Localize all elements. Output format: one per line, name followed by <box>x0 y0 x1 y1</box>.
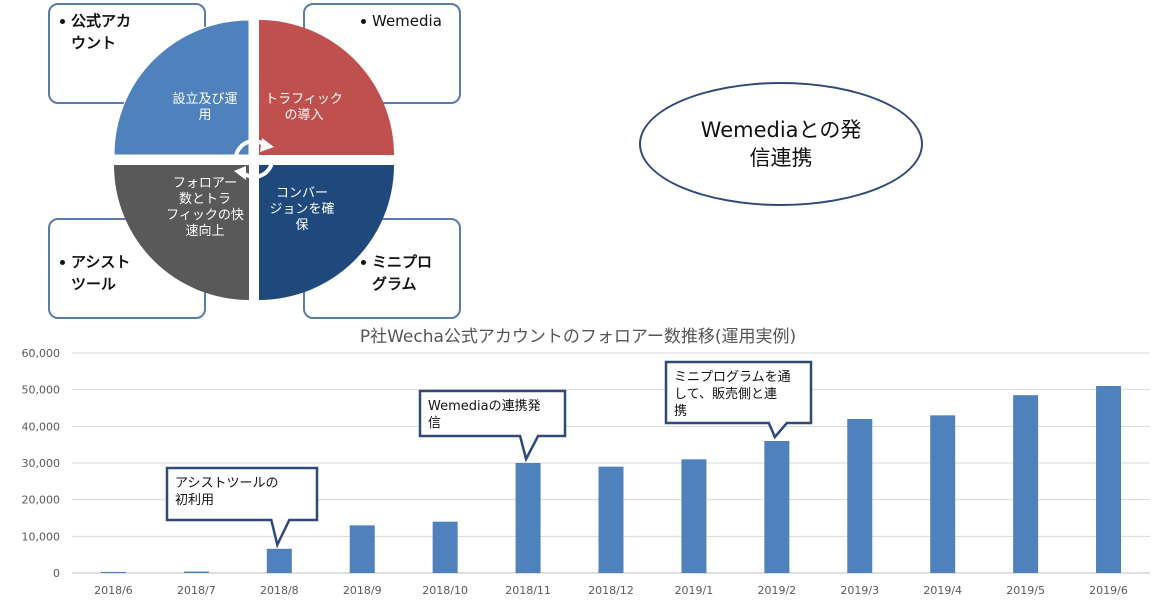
y-tick-label: 0 <box>53 567 60 580</box>
bullet-icon <box>361 19 366 24</box>
x-tick-label: 2018/10 <box>422 584 468 597</box>
x-tick-label: 2019/3 <box>840 584 879 597</box>
x-tick-label: 2019/5 <box>1006 584 1045 597</box>
quadrant-traffic <box>259 20 394 155</box>
y-tick-label: 10,000 <box>22 530 61 543</box>
ellipse-text: Wemediaとの発 信連携 <box>700 118 862 170</box>
quadrant-followers <box>114 165 249 300</box>
x-tick-label: 2018/6 <box>94 584 133 597</box>
annotation-callout <box>165 466 319 549</box>
bar <box>764 441 790 573</box>
quadrant-conversion-label: コンバー ジョンを確保 <box>269 186 335 233</box>
quadrant-conversion <box>259 165 394 300</box>
annotation-callout <box>664 360 813 440</box>
box-mini-program-text: ミニプロ グラム <box>361 251 432 295</box>
x-tick-label: 2019/2 <box>757 584 796 597</box>
box-assist-tool-text: アシスト ツール <box>60 251 130 295</box>
y-tick-label: 20,000 <box>22 494 61 507</box>
bar <box>349 525 375 573</box>
annotation-callout <box>418 389 567 463</box>
x-tick-label: 2018/9 <box>343 584 382 597</box>
bar <box>681 459 707 573</box>
box-line: 公式アカ <box>71 12 132 30</box>
cycle-arrowheads-icon <box>234 138 274 180</box>
bullet-icon <box>60 260 65 265</box>
y-tick-label: 50,000 <box>22 384 61 397</box>
annotation-text: して、販売側と連 <box>674 386 777 402</box>
bar <box>847 419 873 573</box>
bar <box>515 463 541 573</box>
x-tick-label: 2018/12 <box>588 584 634 597</box>
box-line: ウント <box>71 34 117 52</box>
quadrant-setup-label: 設立及び運用 <box>172 92 238 123</box>
box-official-account-text: 公式アカ ウント <box>60 10 131 54</box>
quadrant-followers-label: フォロアー 数とトラ フィックの快 速向上 <box>166 176 244 239</box>
annotation-text: アシストツールの <box>175 476 278 491</box>
box-line: ツール <box>71 275 117 293</box>
x-tick-label: 2018/8 <box>260 584 299 597</box>
box-line: グラム <box>372 275 417 293</box>
box-line: アシスト <box>71 253 131 271</box>
annotation-text: 初利用 <box>175 493 214 508</box>
box-wemedia-text: Wemedia <box>361 10 442 32</box>
bar <box>1096 386 1122 573</box>
x-tick-label: 2019/4 <box>923 584 962 597</box>
cycle-circle <box>113 19 394 300</box>
x-tick-label: 2019/1 <box>675 584 714 597</box>
annotation-text: 携 <box>674 403 687 419</box>
annotation-text: 信 <box>428 416 441 431</box>
bar <box>183 571 209 573</box>
box-line: ミニプロ <box>372 253 433 271</box>
bar <box>598 466 624 573</box>
bar <box>1013 395 1039 573</box>
chart-title: P社Wecha公式アカウントのフォロアー数推移(運用実例) <box>359 327 797 347</box>
bar <box>266 548 292 573</box>
quadrant-setup <box>113 19 250 156</box>
annotation-text: ミニプログラムを通 <box>674 370 791 385</box>
y-tick-label: 60,000 <box>22 347 61 360</box>
y-tick-label: 40,000 <box>22 420 61 433</box>
x-tick-label: 2018/11 <box>505 584 551 597</box>
bullet-icon <box>361 260 366 265</box>
bullet-icon <box>60 19 65 24</box>
x-tick-label: 2019/6 <box>1089 584 1128 597</box>
bar <box>100 571 126 573</box>
quadrant-traffic-label: トラフィック の導入 <box>265 92 343 123</box>
x-tick-label: 2018/7 <box>177 584 216 597</box>
y-tick-label: 30,000 <box>22 457 61 470</box>
bar <box>930 415 956 573</box>
annotation-text: Wemediaの連携発 <box>428 398 541 414</box>
bar <box>432 521 458 573</box>
wemedia-ellipse: Wemediaとの発 信連携 <box>639 82 923 206</box>
box-line: Wemedia <box>372 12 442 30</box>
